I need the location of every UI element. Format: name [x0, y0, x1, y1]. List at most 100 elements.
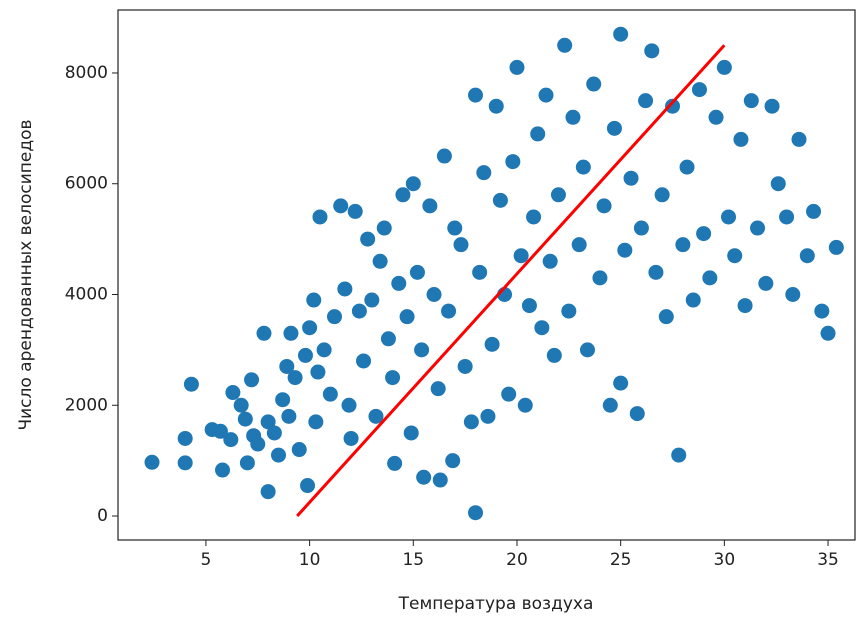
point — [316, 342, 332, 358]
point — [758, 275, 774, 291]
point — [387, 455, 403, 471]
point — [702, 270, 718, 286]
y-tick-label: 0 — [97, 506, 108, 526]
point — [546, 347, 562, 363]
point — [526, 209, 542, 225]
point — [716, 59, 732, 75]
point — [764, 98, 780, 114]
point — [356, 353, 372, 369]
point — [271, 447, 287, 463]
point — [399, 309, 415, 325]
point — [326, 309, 342, 325]
point — [542, 253, 558, 269]
x-tick-label: 15 — [402, 550, 424, 570]
point — [183, 376, 199, 392]
point — [623, 170, 639, 186]
point — [279, 358, 295, 374]
point — [779, 209, 795, 225]
point — [297, 347, 313, 363]
point — [308, 414, 324, 430]
point — [606, 120, 622, 136]
point — [685, 292, 701, 308]
point — [648, 264, 664, 280]
point — [737, 298, 753, 314]
point — [281, 408, 297, 424]
point — [828, 239, 844, 255]
point — [385, 370, 401, 386]
x-tick-label: 25 — [610, 550, 632, 570]
point — [770, 176, 786, 192]
point — [468, 505, 484, 521]
point — [665, 98, 681, 114]
point — [306, 292, 322, 308]
point — [436, 148, 452, 164]
point — [457, 358, 473, 374]
x-tick-label: 30 — [714, 550, 736, 570]
plot-frame — [117, 9, 856, 541]
point — [561, 303, 577, 319]
point — [416, 469, 432, 485]
point — [177, 430, 193, 446]
point — [333, 198, 349, 214]
point — [480, 408, 496, 424]
x-tick-label: 5 — [201, 550, 212, 570]
point — [343, 430, 359, 446]
point — [654, 187, 670, 203]
point — [785, 286, 801, 302]
point — [571, 237, 587, 253]
point — [629, 406, 645, 422]
y-tick-label: 6000 — [65, 174, 108, 194]
point — [534, 320, 550, 336]
point — [463, 414, 479, 430]
point — [256, 325, 272, 341]
point — [432, 472, 448, 488]
point — [260, 414, 276, 430]
point — [750, 220, 766, 236]
point — [727, 248, 743, 264]
point — [391, 275, 407, 291]
point — [488, 98, 504, 114]
point — [675, 237, 691, 253]
point — [671, 447, 687, 463]
point — [395, 187, 411, 203]
point — [638, 93, 654, 109]
point — [633, 220, 649, 236]
point — [521, 298, 537, 314]
point — [212, 423, 228, 439]
point — [312, 209, 328, 225]
point — [426, 286, 442, 302]
point — [602, 397, 618, 413]
point — [791, 131, 807, 147]
point — [244, 372, 260, 388]
point — [225, 385, 241, 401]
point — [679, 159, 695, 175]
point — [596, 198, 612, 214]
point — [644, 43, 660, 59]
point — [708, 109, 724, 125]
point — [368, 408, 384, 424]
point — [445, 453, 461, 469]
point — [144, 454, 160, 470]
point — [550, 187, 566, 203]
point — [592, 270, 608, 286]
x-tick-label: 35 — [817, 550, 839, 570]
x-axis-label: Температура воздуха — [398, 594, 594, 614]
fit-line — [296, 44, 726, 518]
point — [310, 364, 326, 380]
point — [505, 154, 521, 170]
point — [492, 192, 508, 208]
point — [484, 336, 500, 352]
point — [233, 397, 249, 413]
point — [721, 209, 737, 225]
point — [250, 436, 266, 452]
point — [302, 320, 318, 336]
point — [322, 386, 338, 402]
point — [468, 87, 484, 103]
y-tick-label: 2000 — [65, 395, 108, 415]
point — [177, 455, 193, 471]
point — [513, 248, 529, 264]
point — [476, 165, 492, 181]
point — [733, 131, 749, 147]
point — [337, 281, 353, 297]
